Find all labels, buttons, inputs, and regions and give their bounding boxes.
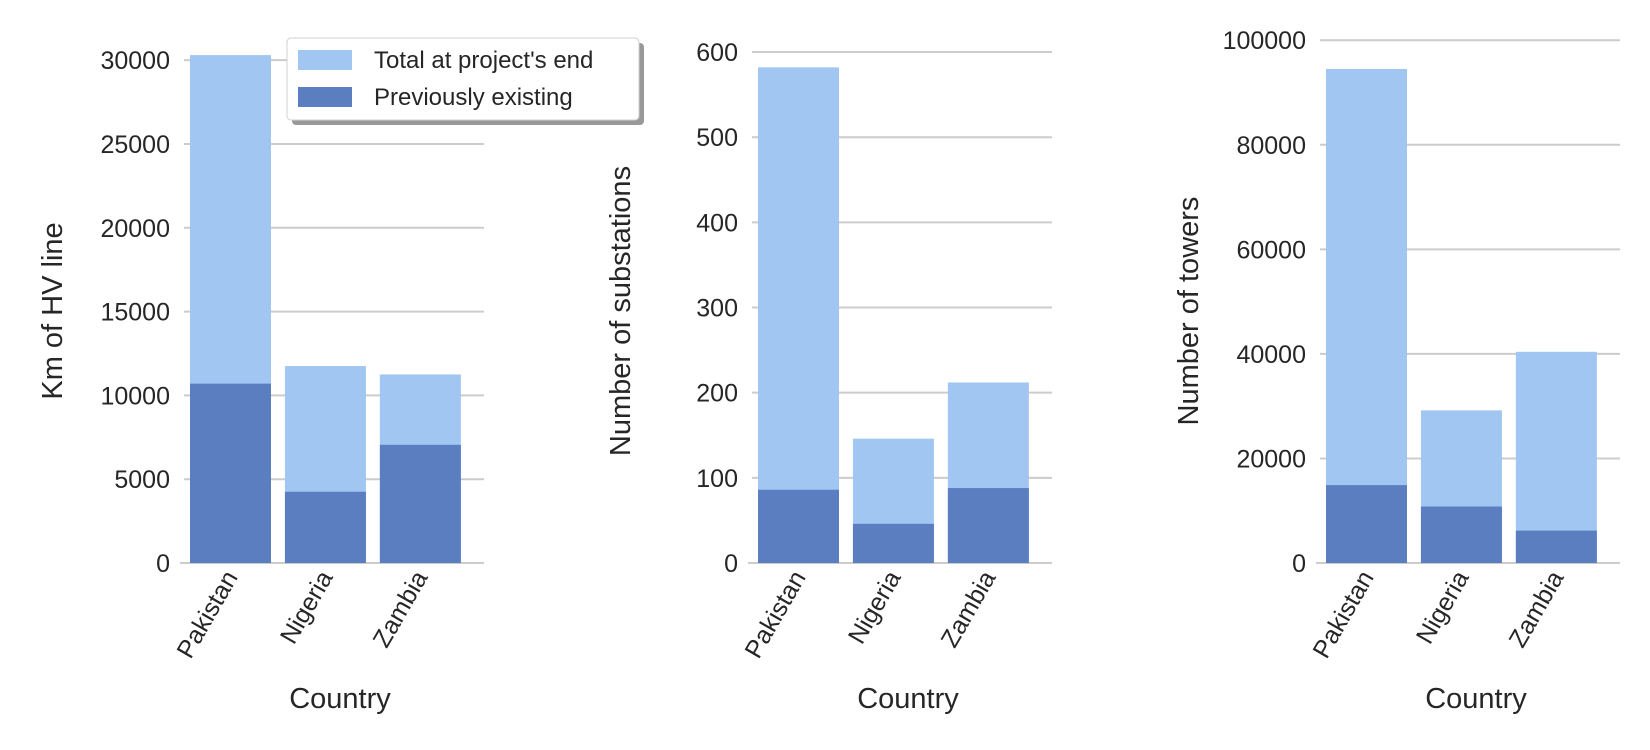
y-tick-label: 10000 <box>100 382 170 410</box>
bar-total-pakistan <box>758 67 839 563</box>
legend-label: Previously existing <box>374 84 573 111</box>
y-tick-label: 600 <box>696 39 738 67</box>
legend-entry-existing: Previously existing <box>298 84 573 111</box>
legend-swatch <box>298 87 352 107</box>
y-axis-title: Number of substations <box>605 166 637 456</box>
y-tick-label: 20000 <box>100 215 170 243</box>
x-axis-title: Country <box>1425 683 1527 715</box>
bar-existing-nigeria <box>284 491 366 563</box>
x-axis-title: Country <box>289 683 391 715</box>
bar-total-zambia <box>1515 351 1597 563</box>
y-tick-label: 100000 <box>1223 27 1306 55</box>
x-tick-label: Zambia <box>1504 566 1570 652</box>
y-tick-label: 25000 <box>100 131 170 159</box>
bar-existing-pakistan <box>190 383 271 563</box>
y-tick-label: 80000 <box>1236 132 1306 160</box>
y-tick-label: 15000 <box>100 299 170 327</box>
y-tick-label: 60000 <box>1236 236 1306 264</box>
y-tick-label: 20000 <box>1236 445 1306 473</box>
bar-existing-nigeria <box>1420 506 1502 563</box>
x-tick-label: Pakistan <box>740 566 812 663</box>
y-tick-label: 500 <box>696 124 738 152</box>
y-tick-label: 0 <box>724 550 738 578</box>
bar-existing-zambia <box>947 488 1029 563</box>
chart-panel-2: 0 100 200 300 400 500 600 Pakistan Nigeria Zambia… <box>605 39 1052 715</box>
y-tick-label: 400 <box>696 209 738 237</box>
legend-box <box>286 37 640 121</box>
bar-existing-zambia <box>1515 530 1597 563</box>
y-tick-label: 0 <box>1292 550 1306 578</box>
y-axis-title: Number of towers <box>1173 197 1205 426</box>
x-tick-label: Pakistan <box>1308 566 1380 663</box>
bar-existing-zambia <box>379 444 461 563</box>
legend-entry-total: Total at project's end <box>298 47 593 74</box>
bar-total-pakistan <box>1326 68 1407 564</box>
chart-panel-3: 0 20000 40000 60000 80000 100000 Pakistan Niger… <box>1173 27 1620 715</box>
x-tick-label: Zambia <box>936 566 1002 652</box>
x-tick-label: Zambia <box>368 566 434 652</box>
bar-existing-nigeria <box>852 523 934 563</box>
y-tick-label: 200 <box>696 380 738 408</box>
y-tick-label: 100 <box>696 465 738 493</box>
y-tick-label: 0 <box>156 550 170 578</box>
legend-swatch <box>298 50 352 70</box>
bar-existing-pakistan <box>758 489 839 563</box>
legend-label: Total at project's end <box>374 47 593 74</box>
y-tick-label: 300 <box>696 295 738 323</box>
y-tick-label: 30000 <box>100 47 170 75</box>
x-tick-label: Nigeria <box>275 566 339 649</box>
x-tick-label: Pakistan <box>172 566 244 663</box>
y-axis-title: Km of HV line <box>37 222 69 399</box>
legend: Total at project's end Previously existin… <box>286 37 644 125</box>
x-axis-title: Country <box>857 683 959 715</box>
x-tick-label: Nigeria <box>843 566 907 649</box>
bar-existing-pakistan <box>1326 485 1407 563</box>
chart-panel-1: 0 5000 10000 15000 20000 25000 30000 Pakistan Ni… <box>37 47 484 715</box>
y-tick-label: 40000 <box>1236 341 1306 369</box>
y-tick-label: 5000 <box>114 466 170 494</box>
x-tick-label: Nigeria <box>1411 566 1475 649</box>
